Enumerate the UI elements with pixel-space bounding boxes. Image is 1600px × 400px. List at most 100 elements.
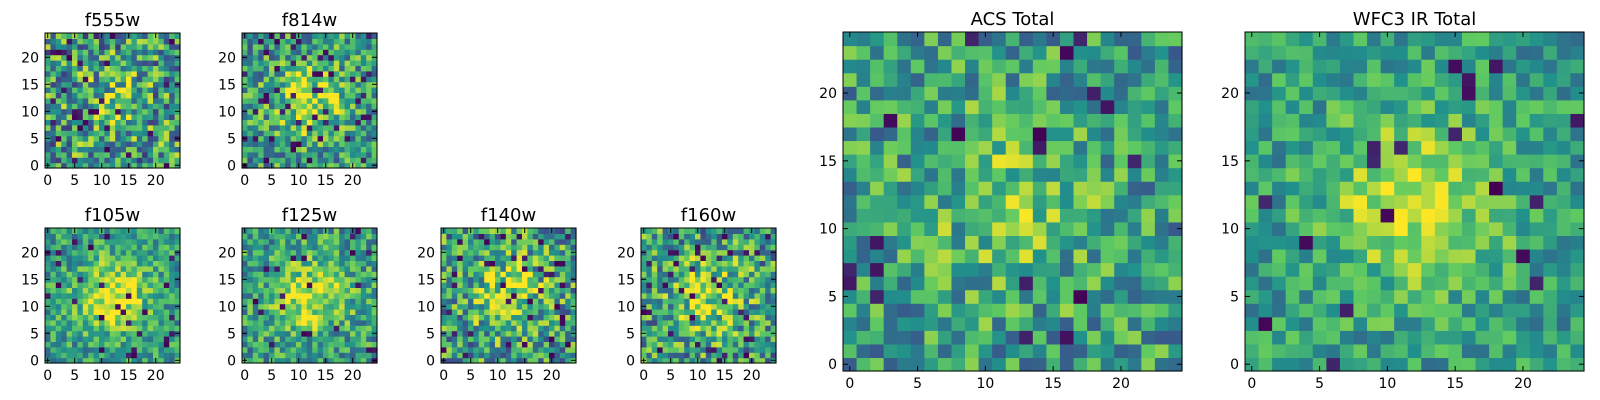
heatmap-cell (651, 309, 658, 315)
heatmap-cell (951, 235, 966, 250)
heatmap-cell (269, 43, 275, 50)
heatmap-cell (252, 341, 259, 348)
heatmap-cell (339, 130, 346, 137)
x-tick-label: 0 (240, 173, 249, 189)
heatmap-cell (339, 298, 346, 305)
heatmap-cell (651, 260, 658, 267)
heatmap-cell (247, 309, 254, 315)
heatmap-cell (269, 260, 275, 267)
heatmap-cell (360, 233, 367, 240)
heatmap-cell (252, 157, 259, 164)
heatmap-cell (522, 309, 528, 315)
heatmap-cell (312, 228, 319, 234)
heatmap-cell (366, 276, 373, 283)
heatmap-cell (1421, 181, 1436, 196)
heatmap-cell (350, 65, 356, 72)
heatmap-cell (478, 346, 485, 353)
heatmap-cell (1367, 276, 1382, 291)
heatmap-cell (965, 99, 980, 114)
heatmap-cell (72, 341, 78, 348)
heatmap-cell (1367, 154, 1382, 169)
heatmap-cell (285, 271, 292, 278)
heatmap-cell (174, 124, 181, 131)
heatmap-cell (770, 282, 777, 288)
heatmap-cell (301, 325, 308, 332)
heatmap-cell (1046, 330, 1061, 345)
heatmap-cell (1434, 167, 1449, 182)
heatmap-cell (109, 119, 116, 126)
heatmap-cell (158, 92, 165, 99)
heatmap-cell (126, 298, 132, 305)
heatmap-cell (163, 336, 170, 342)
heatmap-cell (366, 114, 373, 120)
heatmap-cell (522, 233, 528, 240)
heatmap-cell (897, 262, 912, 277)
heatmap-cell (1299, 221, 1314, 236)
heatmap-cell (505, 260, 512, 267)
heatmap-cell (142, 54, 149, 61)
heatmap-cell (446, 319, 453, 326)
heatmap-cell (937, 113, 953, 128)
heatmap-cell (489, 330, 496, 337)
heatmap-cell (317, 271, 324, 278)
heatmap-cell (169, 103, 176, 110)
heatmap-cell (323, 282, 329, 288)
heatmap-cell (158, 87, 165, 93)
heatmap-cell (142, 244, 149, 251)
heatmap-cell (55, 292, 62, 299)
heatmap-cell (163, 325, 170, 332)
heatmap-cell (937, 303, 953, 318)
heatmap-cell (489, 309, 496, 315)
heatmap-cell (549, 336, 555, 342)
heatmap-cell (50, 130, 57, 137)
heatmap-cell (532, 260, 539, 267)
heatmap-cell (856, 99, 871, 114)
heatmap-cell (549, 255, 555, 261)
heatmap-cell (1299, 316, 1314, 331)
heatmap-cell (339, 49, 346, 56)
heatmap-cell (870, 140, 885, 155)
heatmap-cell (174, 228, 181, 234)
heatmap-cell (258, 146, 265, 153)
heatmap-cell (296, 238, 302, 245)
heatmap-cell (263, 114, 270, 120)
heatmap-cell (500, 287, 507, 294)
heatmap-cell (274, 92, 281, 99)
heatmap-cell (360, 276, 367, 283)
heatmap-cell (543, 292, 550, 299)
heatmap-cell (689, 319, 696, 326)
heatmap-cell (749, 303, 755, 310)
heatmap-cell (328, 298, 335, 305)
heatmap-cell (279, 124, 286, 131)
heatmap-cell (1475, 194, 1490, 209)
heatmap-cell (695, 233, 701, 240)
heatmap-cell (174, 49, 181, 56)
heatmap-cell (174, 157, 181, 164)
heatmap-cell (120, 141, 127, 147)
heatmap-cell (252, 103, 259, 110)
heatmap-cell (937, 289, 953, 304)
heatmap-cell (99, 141, 105, 147)
heatmap-cell (93, 76, 100, 83)
heatmap-cell (1059, 86, 1075, 101)
heatmap-cell (339, 255, 346, 261)
heatmap-cell (88, 38, 95, 45)
heatmap-cell (366, 352, 373, 359)
heatmap-cell (951, 99, 966, 114)
heatmap-cell (446, 325, 453, 332)
heatmap-cell (538, 238, 545, 245)
heatmap-cell (131, 70, 138, 77)
heatmap-cell (765, 314, 772, 321)
x-tick-label: 5 (466, 368, 475, 384)
heatmap-cell (549, 282, 555, 288)
heatmap-cell (527, 238, 534, 245)
heatmap-cell (451, 319, 458, 326)
heatmap-cell (274, 38, 281, 45)
heatmap-cell (136, 103, 143, 110)
heatmap-cell (505, 244, 512, 251)
heatmap-cell (328, 309, 335, 315)
heatmap-cell (1019, 126, 1034, 142)
heatmap-cell (366, 92, 373, 99)
heatmap-cell (50, 81, 57, 88)
